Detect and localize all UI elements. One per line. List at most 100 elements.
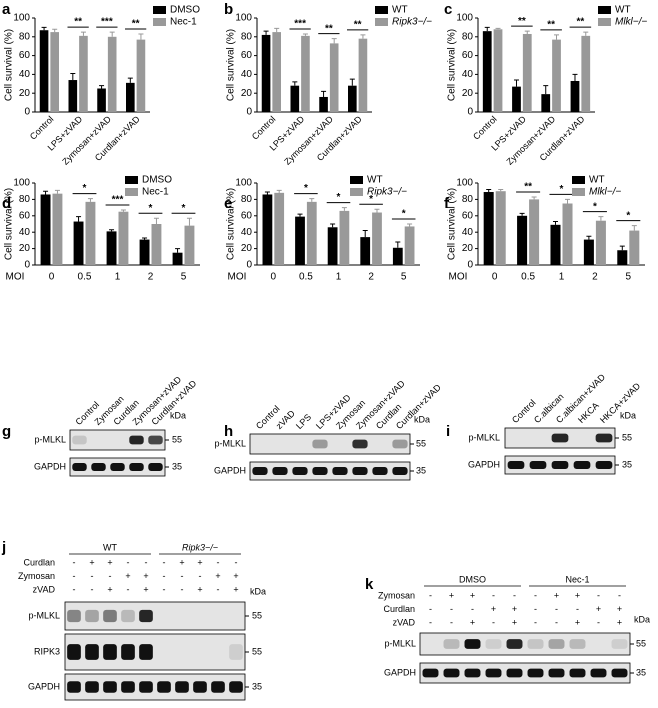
condition-sign: - — [163, 584, 166, 594]
y-tick-label: 100 — [13, 13, 30, 24]
significance-label: * — [83, 183, 87, 194]
bar — [52, 193, 63, 265]
error-bar — [631, 225, 637, 231]
legend-label: Ripk3−/− — [367, 187, 407, 198]
blot-band — [103, 644, 117, 660]
condition-sign: - — [513, 590, 516, 600]
condition-sign: - — [534, 617, 537, 627]
bar — [290, 85, 300, 112]
condition-sign: + — [575, 617, 580, 627]
blot-band — [485, 639, 502, 649]
legend-label: WT — [589, 175, 605, 186]
bar — [512, 86, 521, 112]
condition-sign: - — [597, 590, 600, 600]
x-tick-label: 2 — [368, 272, 374, 283]
group-label: Nec-1 — [565, 574, 589, 584]
blot-band — [121, 681, 135, 693]
unit-label: kDa — [170, 410, 186, 420]
error-bar — [407, 223, 413, 227]
blot-band — [506, 639, 523, 649]
error-bar — [138, 33, 144, 40]
y-tick-label: 0 — [246, 260, 252, 271]
legend-swatch — [153, 18, 166, 26]
condition-sign: + — [179, 557, 184, 567]
legend-label: Mlkl−/− — [615, 17, 647, 28]
blot-band — [72, 463, 87, 471]
error-bar — [127, 77, 133, 83]
row-label: p-MLKL — [28, 610, 60, 620]
significance-label: * — [369, 194, 373, 205]
condition-sign: - — [597, 617, 600, 627]
significance-label: ** — [132, 19, 140, 30]
blot-band — [110, 463, 125, 471]
panel-letter: k — [365, 576, 374, 593]
blot-band — [611, 639, 628, 649]
y-tick-label: 60 — [19, 50, 31, 61]
legend-label: Nec-1 — [170, 17, 197, 28]
blot-band — [85, 681, 99, 693]
blot-band — [129, 463, 144, 471]
error-bar — [309, 198, 315, 202]
bar — [274, 192, 285, 265]
blot-band — [175, 681, 189, 693]
bar — [68, 80, 78, 112]
bar — [529, 199, 540, 265]
error-bar — [486, 189, 492, 193]
blot-band — [121, 609, 135, 623]
bar — [50, 32, 59, 112]
condition-sign: - — [181, 584, 184, 594]
condition-sign: + — [617, 617, 622, 627]
condition-sign: - — [450, 617, 453, 627]
blot-band — [121, 644, 135, 660]
x-axis-label: MOI — [449, 272, 468, 283]
lane-label: LPS — [294, 412, 313, 431]
condition-sign: + — [125, 571, 130, 581]
unit-label: kDa — [634, 614, 650, 624]
legend-label: Mlkl−/− — [589, 187, 621, 198]
y-tick-label: 20 — [462, 243, 474, 254]
error-bar — [264, 191, 270, 195]
significance-label: * — [593, 201, 597, 212]
error-bar — [374, 208, 380, 213]
error-bar — [54, 189, 60, 194]
bar — [348, 85, 357, 112]
condition-sign: + — [215, 571, 220, 581]
blot-band — [139, 644, 153, 660]
y-tick-label: 80 — [19, 194, 31, 205]
panel-letter: a — [2, 1, 11, 18]
y-tick-label: 100 — [456, 178, 473, 189]
condition-sign: - — [181, 571, 184, 581]
x-tick-label: 0 — [49, 272, 55, 283]
blot-band — [129, 435, 144, 445]
condition-sign: - — [450, 604, 453, 614]
error-bar — [175, 248, 181, 253]
blot-band — [548, 668, 565, 678]
condition-sign: + — [233, 584, 238, 594]
legend-swatch — [350, 176, 363, 184]
blot-band — [529, 461, 547, 469]
condition-sign: - — [429, 590, 432, 600]
y-tick-label: 60 — [19, 210, 31, 221]
panel-letter: e — [224, 195, 232, 212]
marker-label: 55 — [252, 610, 262, 620]
error-bar — [330, 223, 336, 228]
error-bar — [120, 209, 126, 212]
panel-letter: c — [444, 1, 452, 18]
significance-label: * — [402, 209, 406, 220]
marker-label: 35 — [622, 459, 632, 469]
condition-sign: - — [534, 590, 537, 600]
x-tick-label: 5 — [181, 272, 187, 283]
condition-sign: + — [470, 590, 475, 600]
x-tick-label: 1 — [559, 272, 565, 283]
condition-sign: - — [91, 584, 94, 594]
condition-sign: - — [73, 571, 76, 581]
significance-label: *** — [112, 195, 124, 206]
row-label: p-MLKL — [34, 434, 66, 444]
bar — [301, 35, 310, 112]
row-label: p-MLKL — [214, 438, 246, 448]
row-label: p-MLKL — [468, 432, 500, 442]
bar — [360, 237, 371, 265]
y-tick-label: 40 — [241, 227, 253, 238]
y-tick-label: 20 — [19, 88, 31, 99]
